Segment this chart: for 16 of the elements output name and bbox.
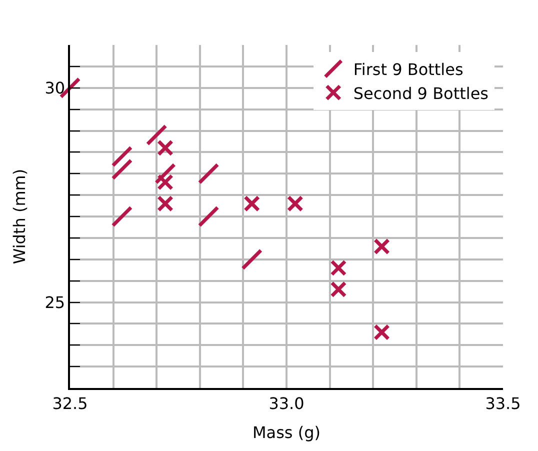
legend-label: Second 9 Bottles <box>353 84 489 103</box>
point <box>157 140 174 156</box>
point <box>330 281 347 298</box>
point <box>330 260 347 276</box>
x-tick-label: 33.5 <box>485 394 521 413</box>
point <box>244 195 260 212</box>
point <box>157 195 174 212</box>
x-tick-label: 32.5 <box>52 394 88 413</box>
x-tick-label: 33.0 <box>268 394 304 413</box>
legend-label: First 9 Bottles <box>353 60 464 79</box>
y-tick-label: 25 <box>44 292 66 312</box>
x-axis-title: Mass (g) <box>252 423 321 442</box>
y-axis-title: Width (mm) <box>10 168 30 264</box>
point <box>286 195 304 212</box>
point <box>374 324 390 341</box>
point <box>374 238 390 255</box>
